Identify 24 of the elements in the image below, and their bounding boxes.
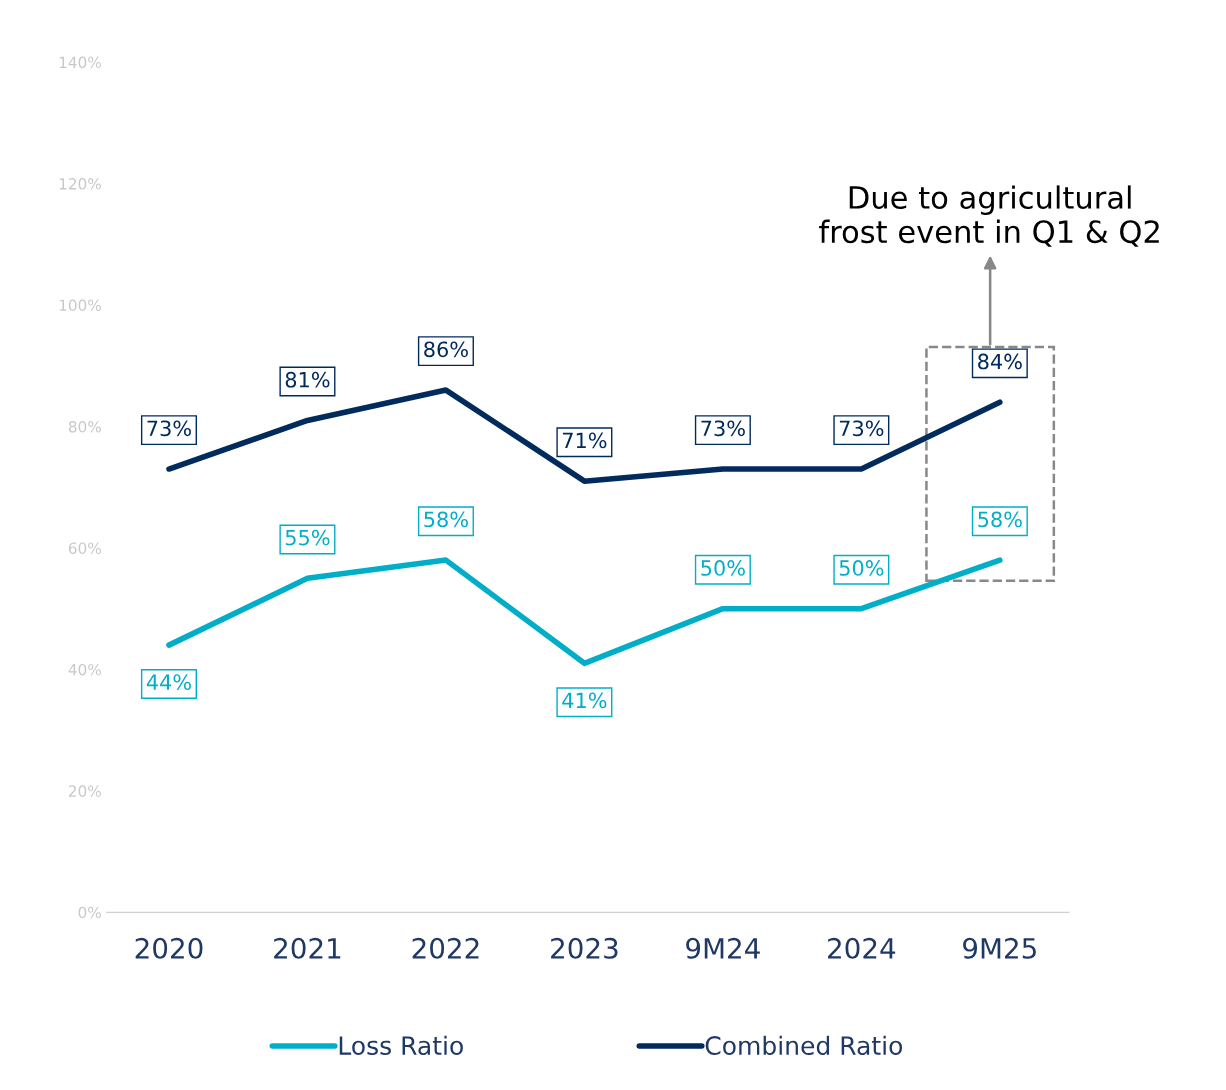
data-label: 55%: [285, 529, 330, 546]
data-label: 50%: [701, 560, 745, 576]
legend-label: Loss Ratio: [339, 1035, 463, 1056]
data-label: 81%: [285, 371, 330, 388]
x-tick-label: 2024: [828, 937, 896, 959]
legend-label: Combined Ratio: [705, 1035, 903, 1056]
data-label: 58%: [424, 511, 468, 528]
data-label: 84%: [978, 353, 1022, 370]
annotation: Due to agricultural frost event in Q1 & Q2: [819, 185, 1159, 247]
x-tick-label: 9M24: [686, 937, 760, 959]
data-label: 73%: [839, 420, 884, 437]
data-label: 71%: [562, 432, 607, 449]
x-tick-label: 2023: [551, 937, 618, 959]
x-tick-label: 9M25: [963, 937, 1036, 959]
data-label: 73%: [147, 420, 191, 437]
x-tick-label: 2020: [135, 937, 203, 959]
x-tick-label: 2022: [412, 937, 479, 959]
data-label: 73%: [701, 420, 745, 437]
x-tick-label: 2021: [274, 937, 341, 959]
data-label: 44%: [146, 674, 191, 691]
data-label: 86%: [424, 341, 468, 358]
data-label: 41%: [562, 692, 607, 709]
data-label: 58%: [978, 511, 1022, 528]
data-label: 50%: [839, 560, 884, 576]
